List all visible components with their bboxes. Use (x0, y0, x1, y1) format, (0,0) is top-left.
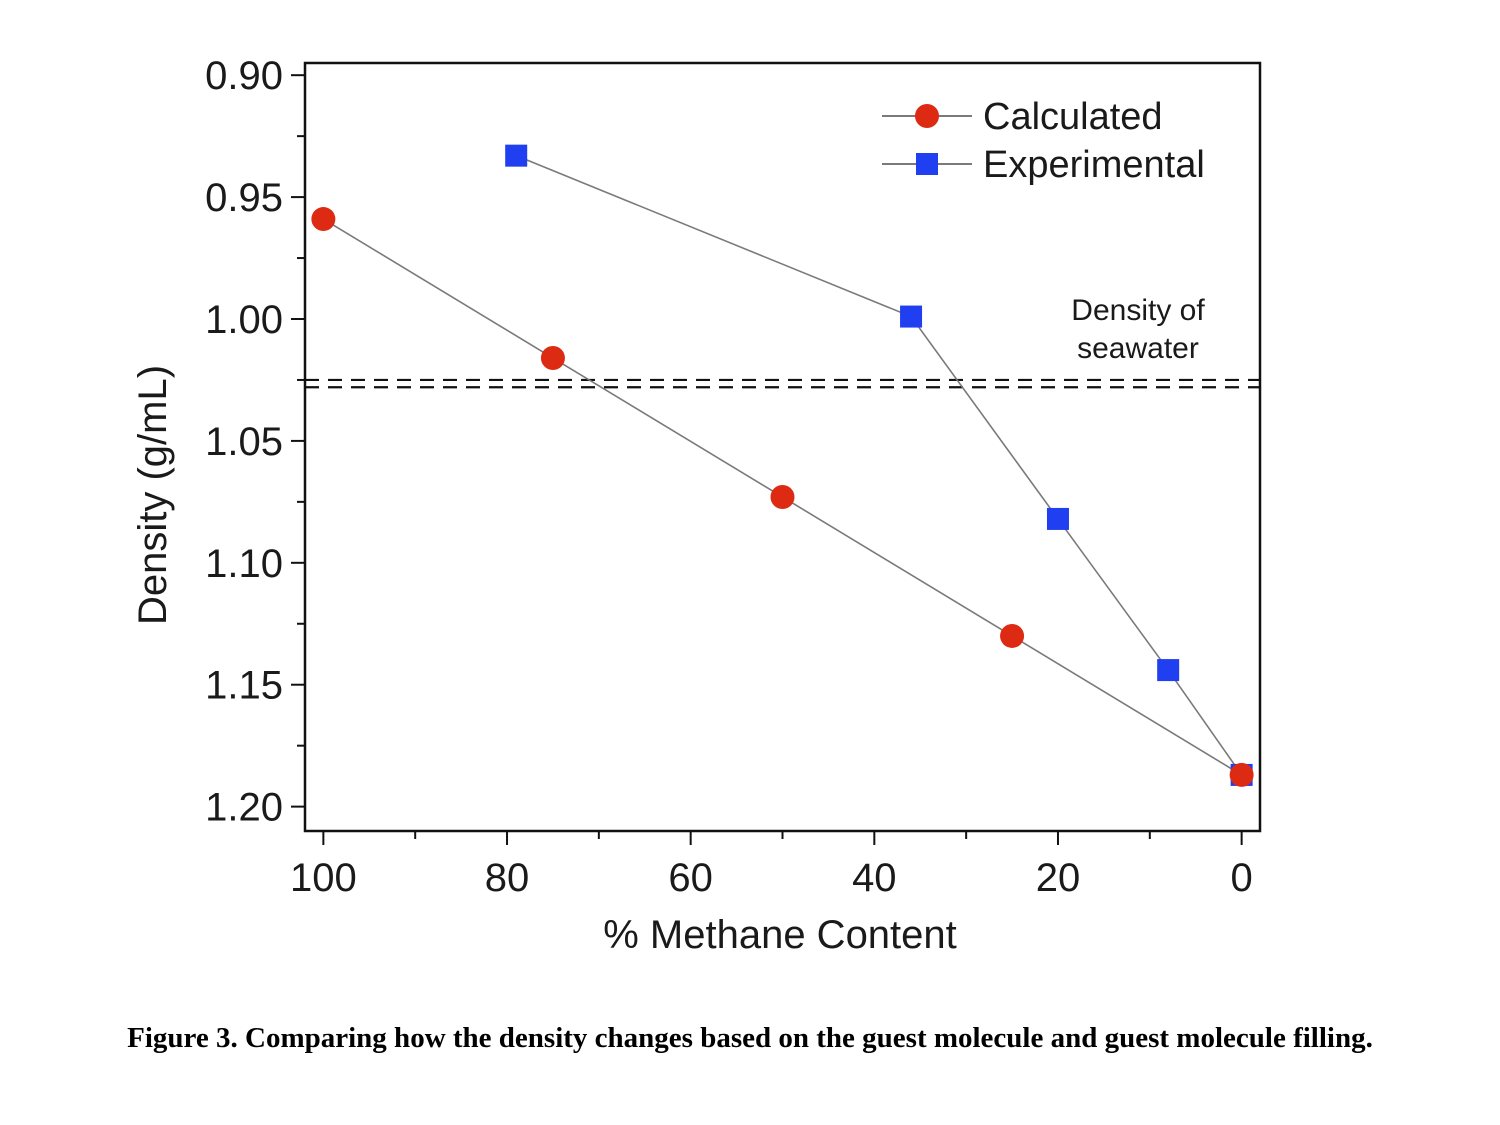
legend: Calculated Experimental (882, 96, 1205, 186)
legend-experimental-marker (916, 153, 938, 175)
x-tick-label: 20 (1036, 856, 1081, 900)
y-tick-label: 1.20 (205, 786, 283, 830)
data-point-experimental (1157, 659, 1180, 682)
x-tick-label: 100 (290, 856, 357, 900)
data-point-experimental (505, 144, 528, 167)
y-tick-label: 1.10 (205, 542, 283, 586)
x-axis-title: % Methane Content (603, 913, 957, 957)
data-point-calculated (770, 484, 795, 509)
data-point-experimental (1046, 507, 1069, 530)
data-point-experimental (900, 305, 923, 328)
legend-calculated-label: Calculated (983, 96, 1163, 138)
figure-caption: Figure 3. Comparing how the density chan… (127, 1022, 1373, 1054)
y-tick-label: 0.90 (205, 54, 283, 98)
series-line-experimental (515, 154, 1243, 776)
x-tick-label: 60 (668, 856, 713, 900)
annotation-line-1: Density of (1071, 294, 1205, 327)
y-tick-label: 1.05 (205, 420, 283, 464)
data-point-calculated (1229, 762, 1254, 787)
data-point-calculated (540, 346, 565, 371)
data-point-calculated (1000, 623, 1025, 648)
y-tick-label: 1.00 (205, 298, 283, 342)
y-tick-label: 1.15 (205, 664, 283, 708)
y-tick-label: 0.95 (205, 176, 283, 220)
legend-calculated-marker (915, 104, 939, 128)
annotation-line-2: seawater (1077, 332, 1199, 365)
y-axis-title: Density (g/mL) (131, 365, 175, 625)
data-point-calculated (311, 207, 336, 232)
seawater-annotation: Density of seawater (1071, 294, 1205, 365)
x-tick-label: 40 (852, 856, 897, 900)
legend-experimental-label: Experimental (983, 144, 1205, 186)
x-tick-label: 0 (1231, 856, 1253, 900)
x-tick-label: 80 (485, 856, 530, 900)
